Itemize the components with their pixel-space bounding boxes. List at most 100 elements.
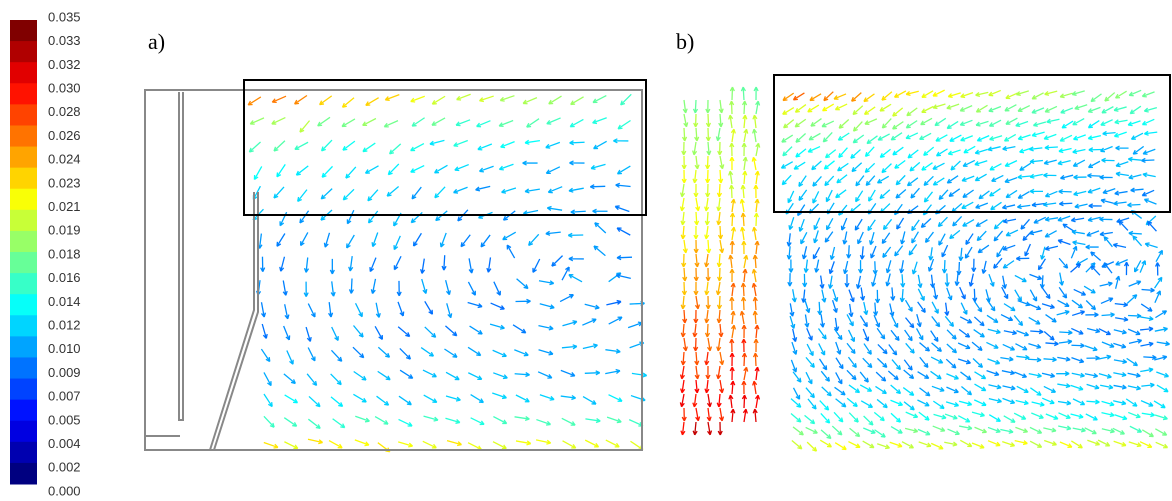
velocity-vector bbox=[1141, 91, 1155, 98]
velocity-vector bbox=[1058, 286, 1068, 299]
velocity-vector bbox=[706, 141, 712, 156]
velocity-vector bbox=[846, 342, 856, 355]
velocity-vector bbox=[1070, 263, 1081, 273]
velocity-vector bbox=[424, 326, 437, 338]
velocity-vector bbox=[791, 341, 798, 355]
velocity-vector bbox=[318, 95, 333, 106]
velocity-vector bbox=[512, 324, 527, 334]
velocity-vector bbox=[835, 189, 847, 199]
velocity-vector bbox=[1057, 160, 1071, 166]
velocity-vector bbox=[1070, 384, 1084, 391]
velocity-vector bbox=[584, 439, 600, 448]
velocity-vector bbox=[1100, 198, 1114, 204]
velocity-vector bbox=[1114, 90, 1127, 99]
velocity-vector bbox=[1013, 315, 1024, 327]
velocity-vector bbox=[923, 146, 935, 157]
velocity-vector bbox=[1153, 400, 1166, 409]
velocity-vector bbox=[1057, 383, 1071, 389]
velocity-vector bbox=[852, 105, 864, 116]
velocity-vector bbox=[352, 346, 365, 359]
velocity-vector bbox=[932, 162, 945, 170]
velocity-vector bbox=[522, 97, 538, 105]
velocity-vector bbox=[388, 143, 402, 155]
velocity-vector bbox=[958, 247, 964, 262]
colorbar-band bbox=[10, 146, 37, 169]
velocity-vector bbox=[904, 299, 913, 312]
velocity-vector bbox=[716, 309, 722, 324]
velocity-vector bbox=[1127, 328, 1141, 336]
velocity-vector bbox=[846, 314, 854, 327]
velocity-vector bbox=[919, 356, 929, 369]
velocity-vector bbox=[1140, 326, 1154, 332]
velocity-vector bbox=[975, 219, 988, 227]
velocity-vector bbox=[1071, 299, 1084, 309]
velocity-vector bbox=[694, 211, 700, 226]
velocity-vector bbox=[1073, 174, 1087, 180]
velocity-vector bbox=[506, 244, 516, 259]
velocity-vector bbox=[411, 186, 422, 200]
velocity-vector bbox=[377, 346, 391, 358]
velocity-vector bbox=[855, 275, 862, 289]
velocity-vector bbox=[915, 328, 924, 341]
velocity-vector bbox=[947, 92, 961, 99]
velocity-vector bbox=[561, 417, 576, 426]
velocity-vector bbox=[352, 325, 364, 338]
velocity-vector bbox=[1084, 345, 1098, 352]
velocity-vector bbox=[860, 400, 874, 408]
velocity-vector bbox=[1126, 294, 1138, 304]
velocity-vector bbox=[493, 415, 508, 425]
velocity-vector bbox=[1017, 134, 1031, 141]
velocity-vector bbox=[1114, 414, 1128, 421]
velocity-vector bbox=[974, 160, 988, 166]
velocity-vector bbox=[1141, 287, 1155, 293]
velocity-vector bbox=[719, 239, 725, 254]
velocity-vector bbox=[817, 328, 827, 340]
velocity-vector bbox=[892, 146, 904, 156]
velocity-vector bbox=[794, 118, 807, 128]
velocity-vector bbox=[838, 204, 848, 216]
velocity-vector bbox=[568, 273, 583, 283]
velocity-vector bbox=[1072, 427, 1086, 433]
velocity-vector bbox=[730, 310, 736, 325]
velocity-vector bbox=[1031, 131, 1045, 138]
velocity-vector bbox=[263, 393, 273, 408]
velocity-vector bbox=[682, 239, 688, 254]
velocity-vector bbox=[582, 395, 597, 405]
velocity-vector bbox=[570, 209, 586, 215]
velocity-vector bbox=[1100, 297, 1114, 305]
velocity-vector bbox=[1002, 244, 1016, 251]
velocity-vector bbox=[730, 408, 736, 423]
velocity-vector bbox=[718, 169, 724, 184]
velocity-vector bbox=[303, 281, 309, 297]
velocity-vector bbox=[1141, 382, 1155, 388]
velocity-vector bbox=[1129, 105, 1142, 115]
velocity-vector bbox=[843, 260, 849, 275]
velocity-vector bbox=[978, 190, 990, 200]
velocity-vector bbox=[582, 343, 598, 350]
velocity-vector bbox=[492, 441, 507, 450]
velocity-vector bbox=[1043, 159, 1057, 165]
panel-label: a) bbox=[148, 29, 165, 54]
velocity-vector bbox=[950, 160, 961, 171]
velocity-vector bbox=[947, 428, 960, 436]
velocity-vector bbox=[1130, 187, 1144, 193]
velocity-vector bbox=[682, 337, 688, 352]
velocity-vector bbox=[1002, 145, 1016, 151]
velocity-vector bbox=[1043, 439, 1057, 446]
velocity-vector bbox=[705, 295, 711, 310]
colorbar-band bbox=[10, 62, 37, 84]
velocity-vector bbox=[1147, 220, 1157, 232]
velocity-vector bbox=[1154, 290, 1161, 303]
velocity-vector bbox=[1127, 156, 1142, 162]
velocity-vector bbox=[814, 259, 820, 273]
colorbar-tick-label: 0.021 bbox=[48, 199, 81, 214]
velocity-vector bbox=[1133, 260, 1142, 273]
velocity-vector bbox=[705, 113, 712, 128]
velocity-vector bbox=[741, 100, 748, 115]
velocity-vector bbox=[930, 370, 942, 380]
velocity-vector bbox=[1140, 303, 1153, 312]
velocity-vector bbox=[783, 119, 795, 129]
velocity-vector bbox=[931, 301, 939, 314]
velocity-vector bbox=[753, 338, 759, 353]
velocity-vector bbox=[933, 413, 947, 420]
